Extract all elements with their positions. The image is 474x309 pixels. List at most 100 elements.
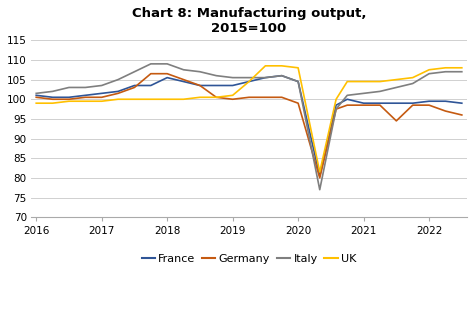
Germany <box>33 95 39 99</box>
France <box>443 99 448 103</box>
France <box>317 174 323 178</box>
Italy <box>164 62 170 66</box>
Italy <box>148 62 154 66</box>
UK <box>181 97 186 101</box>
France <box>148 84 154 87</box>
Line: France: France <box>36 76 462 176</box>
Italy <box>99 84 105 87</box>
Italy <box>361 91 366 95</box>
Italy <box>459 70 465 74</box>
UK <box>345 80 350 83</box>
UK <box>410 76 416 79</box>
France <box>263 76 268 79</box>
France <box>410 101 416 105</box>
Italy <box>213 74 219 78</box>
France <box>246 80 252 83</box>
Germany <box>361 103 366 107</box>
Italy <box>279 74 284 78</box>
Germany <box>263 95 268 99</box>
Germany <box>295 101 301 105</box>
Italy <box>410 82 416 85</box>
Germany <box>82 95 88 99</box>
France <box>115 90 121 93</box>
UK <box>132 97 137 101</box>
Germany <box>459 113 465 117</box>
UK <box>295 66 301 70</box>
Italy <box>66 86 72 89</box>
France <box>345 97 350 101</box>
Germany <box>66 97 72 101</box>
Line: UK: UK <box>36 66 462 172</box>
Italy <box>197 70 203 74</box>
France <box>181 80 186 83</box>
Italy <box>317 188 323 192</box>
Italy <box>82 86 88 89</box>
France <box>132 84 137 87</box>
Germany <box>197 84 203 87</box>
Line: Germany: Germany <box>36 74 462 178</box>
Title: Chart 8: Manufacturing output,
2015=100: Chart 8: Manufacturing output, 2015=100 <box>132 7 366 35</box>
Italy <box>230 76 236 79</box>
Line: Italy: Italy <box>36 64 462 190</box>
Germany <box>213 95 219 99</box>
Italy <box>393 86 399 89</box>
Germany <box>181 78 186 82</box>
UK <box>263 64 268 68</box>
Italy <box>33 91 39 95</box>
Italy <box>246 76 252 79</box>
UK <box>377 80 383 83</box>
France <box>377 101 383 105</box>
UK <box>246 80 252 83</box>
France <box>295 80 301 83</box>
Germany <box>279 95 284 99</box>
UK <box>197 95 203 99</box>
Germany <box>443 109 448 113</box>
Germany <box>345 103 350 107</box>
Italy <box>295 80 301 83</box>
Italy <box>333 107 339 111</box>
Germany <box>333 107 339 111</box>
Italy <box>181 68 186 72</box>
UK <box>443 66 448 70</box>
UK <box>115 97 121 101</box>
UK <box>393 78 399 82</box>
Germany <box>317 176 323 180</box>
UK <box>333 97 339 101</box>
UK <box>459 66 465 70</box>
France <box>66 95 72 99</box>
Germany <box>230 97 236 101</box>
Italy <box>263 76 268 79</box>
France <box>164 76 170 79</box>
Germany <box>99 95 105 99</box>
Germany <box>393 119 399 123</box>
Italy <box>345 93 350 97</box>
Italy <box>115 78 121 82</box>
Germany <box>410 103 416 107</box>
UK <box>361 80 366 83</box>
UK <box>82 99 88 103</box>
UK <box>148 97 154 101</box>
Germany <box>50 97 55 101</box>
France <box>50 95 55 99</box>
France <box>213 84 219 87</box>
France <box>393 101 399 105</box>
UK <box>279 64 284 68</box>
UK <box>66 99 72 103</box>
France <box>197 84 203 87</box>
Legend: France, Germany, Italy, UK: France, Germany, Italy, UK <box>137 249 361 268</box>
Italy <box>132 70 137 74</box>
Germany <box>115 91 121 95</box>
UK <box>213 95 219 99</box>
UK <box>50 101 55 105</box>
UK <box>164 97 170 101</box>
France <box>230 84 236 87</box>
UK <box>426 68 432 72</box>
France <box>361 101 366 105</box>
Germany <box>426 103 432 107</box>
France <box>459 101 465 105</box>
Germany <box>164 72 170 76</box>
Italy <box>377 90 383 93</box>
France <box>33 93 39 97</box>
Germany <box>148 72 154 76</box>
France <box>279 74 284 78</box>
